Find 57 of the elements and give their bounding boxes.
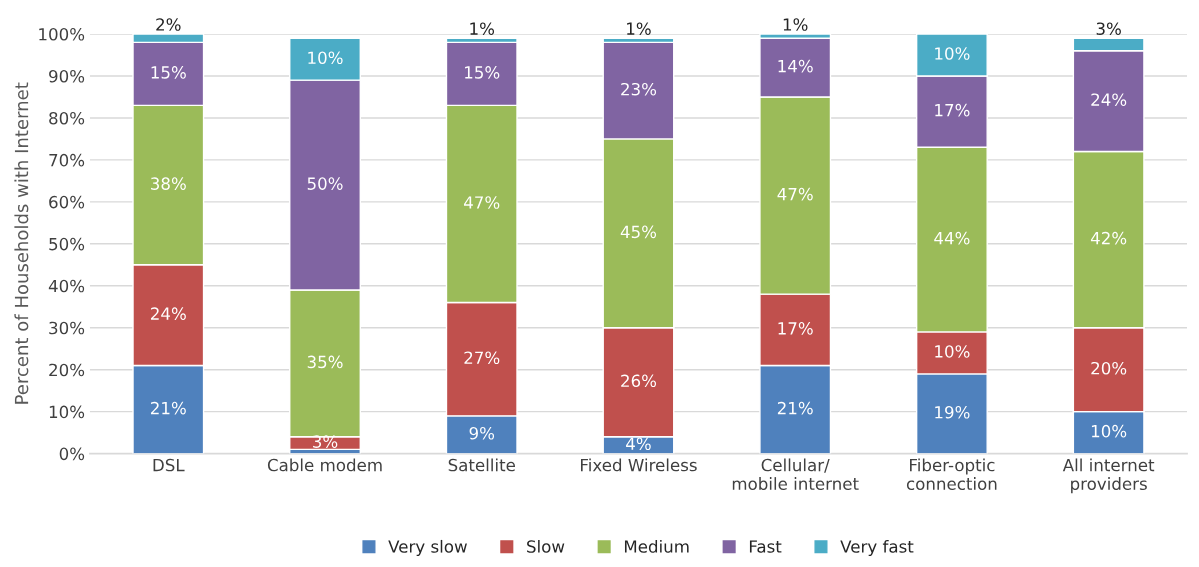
data-label: 1% — [470, 22, 495, 35]
data-label: 35% — [307, 355, 343, 369]
data-label: 23% — [621, 82, 657, 96]
data-label: 38% — [151, 177, 186, 190]
data-label: 45% — [620, 225, 657, 239]
data-label: 47% — [777, 187, 813, 201]
data-label: 9% — [469, 426, 495, 440]
data-label: 17% — [935, 103, 970, 117]
x-tick-label: Satellite — [448, 458, 515, 472]
data-label: 24% — [150, 307, 186, 320]
y-tick-label: 10% — [49, 405, 85, 419]
data-label: 17% — [778, 322, 813, 335]
y-tick-label: 0% — [59, 447, 85, 461]
data-label: 14% — [778, 59, 813, 73]
data-label: 2% — [156, 18, 181, 31]
data-label: 26% — [621, 374, 657, 388]
data-label: 15% — [151, 66, 186, 79]
data-label: 10% — [935, 47, 970, 60]
data-label: 19% — [935, 405, 970, 419]
data-label: 47% — [464, 196, 500, 209]
data-label: 44% — [934, 231, 970, 245]
y-axis-title: Percent of Households with Internet — [14, 82, 29, 404]
data-label: 21% — [150, 401, 186, 415]
data-label: 3% — [1096, 22, 1121, 35]
data-label: 10% — [308, 51, 343, 65]
data-label: 10% — [935, 345, 970, 358]
legend-label: Medium — [624, 539, 689, 553]
x-tick-label: DSL — [153, 458, 185, 472]
data-label: 27% — [464, 351, 500, 365]
y-tick-label: 40% — [48, 279, 85, 293]
data-label: 42% — [1090, 231, 1127, 245]
y-tick-label: 60% — [49, 195, 85, 209]
y-tick-label: 20% — [49, 363, 85, 377]
y-tick-label: 80% — [49, 111, 85, 125]
legend-label: Very slow — [388, 539, 467, 557]
data-label: 1% — [627, 22, 651, 35]
x-tick-label: All internet providers — [1062, 458, 1155, 494]
y-tick-label: 100% — [39, 27, 85, 41]
y-tick-label: 50% — [49, 237, 85, 251]
legend-label: Slow — [527, 539, 565, 553]
data-label: 50% — [307, 177, 343, 190]
data-label: 15% — [465, 66, 500, 79]
y-tick-label: 30% — [49, 321, 85, 335]
x-tick-label: Fiber-optic connection — [906, 458, 997, 491]
x-tick-label: Cellular/ mobile internet — [732, 458, 859, 491]
data-label: 21% — [777, 401, 813, 415]
y-tick-label: 70% — [49, 153, 85, 167]
x-tick-label: Cable modem — [267, 458, 382, 472]
y-tick-label: 90% — [49, 69, 85, 83]
legend-label: Very fast — [840, 539, 914, 557]
legend-label: Fast — [749, 540, 782, 553]
data-label: 24% — [1091, 93, 1127, 106]
data-label: 4% — [626, 437, 651, 451]
data-label: 20% — [1091, 361, 1127, 375]
x-tick-label: Fixed Wireless — [581, 458, 697, 472]
data-label: 1% — [783, 18, 808, 31]
data-label: 10% — [1091, 424, 1127, 438]
